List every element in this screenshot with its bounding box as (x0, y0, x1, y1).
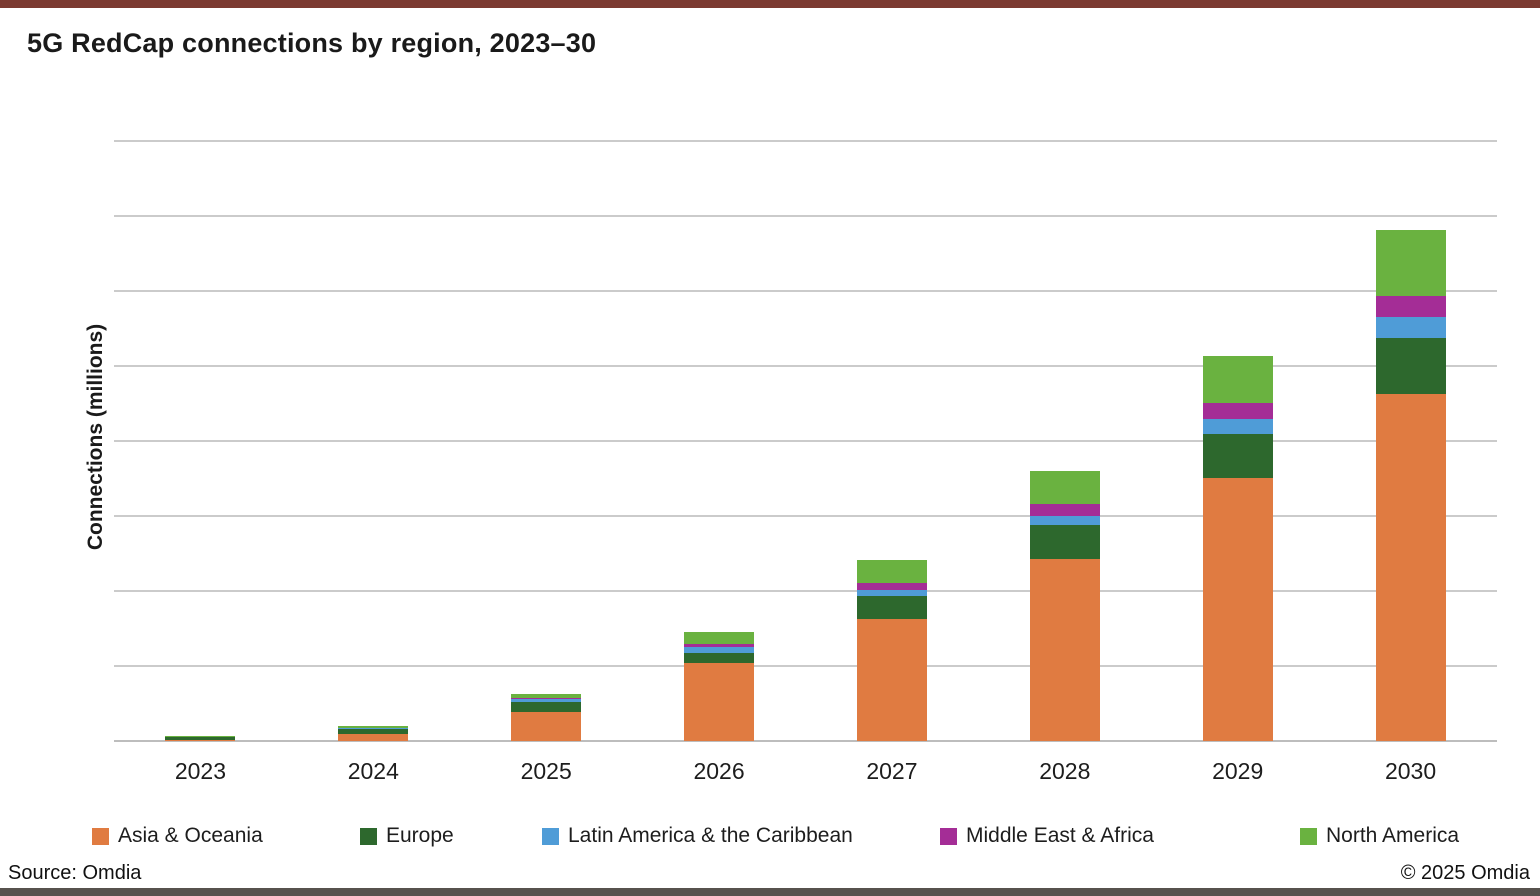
copyright-label: © 2025 Omdia (1400, 862, 1530, 884)
bar-2027 (856, 559, 927, 741)
x-tick-label-2029: 2029 (1212, 758, 1264, 784)
legend-swatch-icon-latin-america-the-caribbean (542, 827, 559, 845)
gridline (114, 215, 1497, 217)
bar-2023 (165, 735, 236, 741)
x-tick-label-2023: 2023 (174, 758, 227, 784)
bar-2028 (1029, 471, 1100, 741)
segment-2028-europe (1029, 525, 1100, 559)
legend-item-europe: Europe (360, 824, 454, 848)
segment-2024-latin-america-the-caribbean (338, 728, 409, 729)
segment-2026-europe (684, 652, 755, 663)
legend-label-europe: Europe (386, 824, 454, 847)
segment-2027-north-america (856, 559, 927, 583)
legend-item-latin-america-the-caribbean: Latin America & the Caribbean (542, 824, 853, 848)
segment-2030-latin-america-the-caribbean (1375, 317, 1446, 338)
segment-2028-middle-east-africa (1029, 504, 1100, 516)
bar-2030 (1375, 230, 1446, 741)
segment-2029-europe (1202, 433, 1273, 478)
segment-2025-asia-oceania (511, 711, 582, 741)
bar-2029 (1202, 355, 1273, 741)
x-tick-label-2028: 2028 (1039, 758, 1091, 784)
x-tick-label-2027: 2027 (866, 758, 918, 784)
segment-2027-europe (856, 595, 927, 619)
segment-2028-north-america (1029, 471, 1100, 504)
segment-2025-middle-east-africa (511, 697, 582, 699)
legend-swatch-icon-north-america (1300, 827, 1317, 845)
legend-swatch-icon-europe (360, 827, 377, 845)
x-tick-label-2025: 2025 (520, 758, 572, 784)
gridline (114, 365, 1497, 367)
segment-2030-north-america (1375, 230, 1446, 296)
segment-2026-north-america (684, 632, 755, 644)
legend-label-middle-east-africa: Middle East & Africa (966, 824, 1154, 847)
segment-2024-middle-east-africa (338, 727, 409, 729)
gridline (114, 590, 1497, 592)
segment-2024-europe (338, 729, 409, 735)
segment-2024-asia-oceania (338, 734, 409, 741)
segment-2027-latin-america-the-caribbean (856, 589, 927, 596)
segment-2026-latin-america-the-caribbean (684, 647, 755, 653)
y-axis-label: Connections (millions) (84, 323, 107, 551)
x-tick-label-2030: 2030 (1384, 758, 1437, 784)
legend-label-north-america: North America (1326, 824, 1460, 847)
gridline (114, 140, 1497, 142)
segment-2029-north-america (1202, 355, 1273, 403)
gridline (114, 515, 1497, 517)
x-tick-label-2024: 2024 (347, 758, 399, 784)
gridline (114, 440, 1497, 442)
legend-swatch-icon-asia-oceania (92, 827, 109, 845)
segment-2023-asia-oceania (165, 740, 236, 741)
segment-2025-north-america (511, 693, 582, 698)
bar-2026 (684, 632, 755, 741)
segment-2026-asia-oceania (684, 663, 755, 741)
segment-2027-asia-oceania (856, 618, 927, 741)
segment-2028-asia-oceania (1029, 558, 1100, 741)
segment-2025-latin-america-the-caribbean (511, 699, 582, 702)
segment-2029-asia-oceania (1202, 477, 1273, 741)
segment-2029-middle-east-africa (1202, 402, 1273, 419)
segment-2023-europe (165, 737, 236, 741)
gridline (114, 290, 1497, 292)
gridline (114, 665, 1497, 667)
legend-swatch-icon-middle-east-africa (940, 827, 957, 845)
chart-title: 5G RedCap connections by region, 2023–30 (27, 28, 597, 58)
legend-item-asia-oceania: Asia & Oceania (92, 824, 263, 848)
legend: Asia & Oceania Europe Latin America & the … (0, 824, 1540, 858)
plot-area: Connections (millions) 2023 2024 2025 2026 2… (84, 140, 1497, 784)
segment-2029-latin-america-the-caribbean (1202, 418, 1273, 434)
x-tick-label-2026: 2026 (693, 758, 745, 784)
segment-2024-north-america (338, 726, 409, 728)
legend-item-middle-east-africa: Middle East & Africa (940, 824, 1154, 848)
legend-label-asia-oceania: Asia & Oceania (118, 824, 263, 847)
legend-item-north-america: North America (1300, 824, 1459, 848)
bar-2024 (338, 726, 409, 741)
segment-2027-middle-east-africa (856, 582, 927, 590)
segment-2025-europe (511, 702, 582, 712)
x-axis-line (114, 740, 1497, 742)
bottom-bar (0, 888, 1540, 896)
source-label: Source: Omdia (8, 862, 142, 884)
segment-2030-europe (1375, 337, 1446, 394)
top-accent-bar (0, 0, 1540, 8)
segment-2023-north-america (165, 735, 236, 737)
segment-2026-middle-east-africa (684, 643, 755, 648)
segment-2030-asia-oceania (1375, 393, 1446, 741)
bar-2025 (511, 693, 582, 741)
segment-2030-middle-east-africa (1375, 295, 1446, 318)
legend-label-latin-america-the-caribbean: Latin America & the Caribbean (568, 824, 853, 847)
segment-2028-latin-america-the-caribbean (1029, 516, 1100, 525)
